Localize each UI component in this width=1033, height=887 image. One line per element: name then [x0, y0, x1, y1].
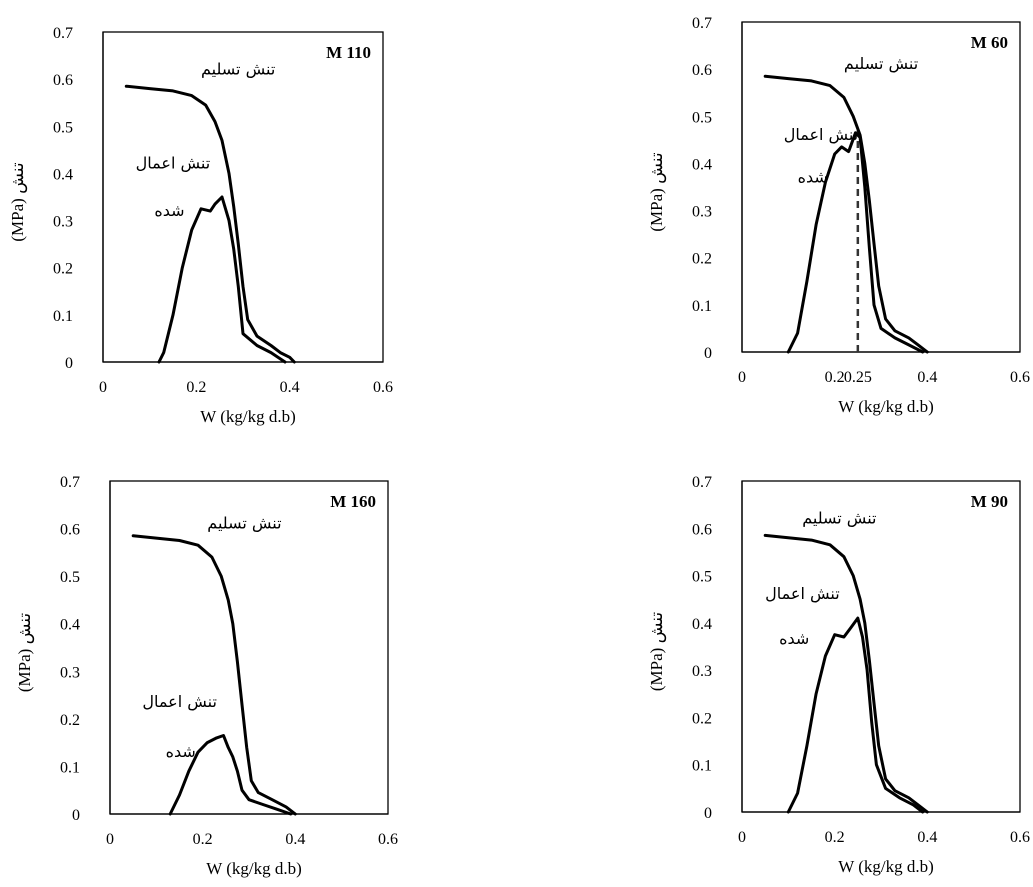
x-axis-label: W (kg/kg d.b)	[838, 857, 934, 876]
annotation-label: تنش اعمال	[136, 154, 211, 174]
panel-title: M 160	[330, 492, 376, 511]
x-tick-label: 0.4	[280, 379, 300, 396]
y-tick-label: 0	[704, 345, 712, 362]
chart-panel-4: 0 0.1 0.2 0.3 0.4 0.5 0.6 0.7 0 0.2 0.4 0.6 W (kg/kg…	[647, 474, 1030, 876]
y-tick-label: 0.4	[692, 156, 712, 173]
y-tick-label: 0.5	[53, 119, 73, 136]
y-tick-label: 0.5	[692, 109, 712, 126]
yield-stress-line	[763, 533, 929, 814]
y-tick-label: 0.7	[692, 474, 712, 491]
y-tick-label: 0.4	[692, 616, 712, 633]
x-tick-label: 0.6	[373, 379, 393, 396]
annotation-label: شده	[798, 167, 828, 186]
x-tick-label: 0.2	[825, 369, 845, 386]
x-tick-label: 0.6	[378, 831, 398, 848]
y-tick-label: 0	[704, 805, 712, 822]
plot-frame	[741, 21, 1021, 353]
y-tick-label: 0.1	[60, 759, 80, 776]
x-tick-label: 0.2	[193, 831, 213, 848]
y-tick-label: 0.3	[692, 204, 712, 221]
annotation-label: تنش اعمال	[765, 584, 840, 604]
x-tick-label: 0.25	[844, 369, 872, 386]
x-tick-label: 0	[99, 379, 107, 396]
y-tick-label: 0.3	[53, 214, 73, 231]
applied-stress-line	[168, 734, 293, 816]
y-tick-label: 0.4	[60, 617, 80, 634]
y-tick-label: 0.7	[53, 25, 73, 42]
x-axis-label: W (kg/kg d.b)	[200, 407, 296, 426]
y-tick-label: 0.1	[53, 308, 73, 325]
y-tick-label: 0.2	[692, 251, 712, 268]
x-tick-label: 0	[106, 831, 114, 848]
y-tick-label: 0.3	[692, 663, 712, 680]
annotation-label: تنش تسلیم	[207, 514, 281, 534]
x-axis-label: W (kg/kg d.b)	[838, 397, 934, 416]
yield-stress-line	[763, 74, 929, 354]
panel-title: M 90	[971, 492, 1008, 511]
annotation-label: شده	[166, 742, 196, 761]
chart-panel-1: 0 0.1 0.2 0.3 0.4 0.5 0.6 0.7 0 0.2 0.4 0.6 W (kg/kg…	[8, 25, 393, 426]
x-tick-label: 0	[738, 369, 746, 386]
y-tick-label: 0.2	[60, 712, 80, 729]
x-tick-label: 0	[738, 829, 746, 846]
y-tick-label: 0.3	[60, 664, 80, 681]
y-tick-label: 0.2	[53, 261, 73, 278]
applied-stress-line	[157, 195, 287, 364]
panel-title: M 60	[971, 33, 1008, 52]
annotation-label: تنش اعمال	[784, 125, 859, 145]
y-axis-label: (MPa) تنش	[15, 613, 35, 693]
y-axis-label: (MPa) تنش	[647, 612, 667, 692]
y-axis-label: (MPa) تنش	[8, 162, 28, 242]
x-tick-label: 0.4	[917, 829, 937, 846]
y-tick-label: 0.6	[60, 522, 80, 539]
applied-stress-line	[786, 616, 925, 814]
y-tick-label: 0.7	[60, 474, 80, 491]
annotation-label: شده	[154, 201, 184, 220]
y-tick-label: 0.5	[692, 569, 712, 586]
chart-panel-2: 00.10.20.30.40.50.60.70 0.2 0.25 0.4 0.6W (k…	[647, 15, 1030, 416]
plot-frame	[109, 480, 389, 815]
y-tick-label: 0.1	[692, 298, 712, 315]
x-tick-label: 0.6	[1010, 369, 1030, 386]
plot-frame	[102, 31, 384, 363]
yield-stress-line	[131, 534, 297, 816]
y-tick-label: 0.7	[692, 15, 712, 32]
x-tick-label: 0.2	[825, 829, 845, 846]
y-tick-label: 0.1	[692, 758, 712, 775]
x-tick-label: 0.4	[285, 831, 305, 848]
x-tick-label: 0.6	[1010, 829, 1030, 846]
x-tick-label: 0.4	[917, 369, 937, 386]
annotation-label: تنش اعمال	[142, 692, 217, 712]
annotation-label: شده	[779, 629, 809, 648]
x-axis-label: W (kg/kg d.b)	[206, 859, 302, 878]
annotation-label: تنش تسلیم	[201, 59, 275, 79]
y-tick-label: 0	[65, 355, 73, 372]
y-tick-label: 0.2	[692, 710, 712, 727]
y-tick-label: 0.6	[692, 62, 712, 79]
panel-title: M 110	[326, 43, 371, 62]
x-tick-label: 0.2	[186, 379, 206, 396]
y-tick-label: 0.6	[692, 521, 712, 538]
annotation-label: تنش تسلیم	[802, 509, 876, 529]
applied-stress-line	[786, 131, 925, 354]
chart-panel-3: 0 0.1 0.2 0.3 0.4 0.5 0.6 0.7 0 0.2 0.4 0.6 W (kg/kg…	[15, 474, 398, 878]
y-tick-label: 0.4	[53, 166, 73, 183]
annotation-label: تنش تسلیم	[844, 54, 918, 74]
yield-stress-line	[124, 84, 296, 364]
plot-frame	[741, 480, 1021, 813]
y-tick-label: 0.6	[53, 72, 73, 89]
y-tick-label: 0	[72, 807, 80, 824]
y-tick-label: 0.5	[60, 569, 80, 586]
y-axis-label: (MPa) تنش	[647, 152, 667, 232]
